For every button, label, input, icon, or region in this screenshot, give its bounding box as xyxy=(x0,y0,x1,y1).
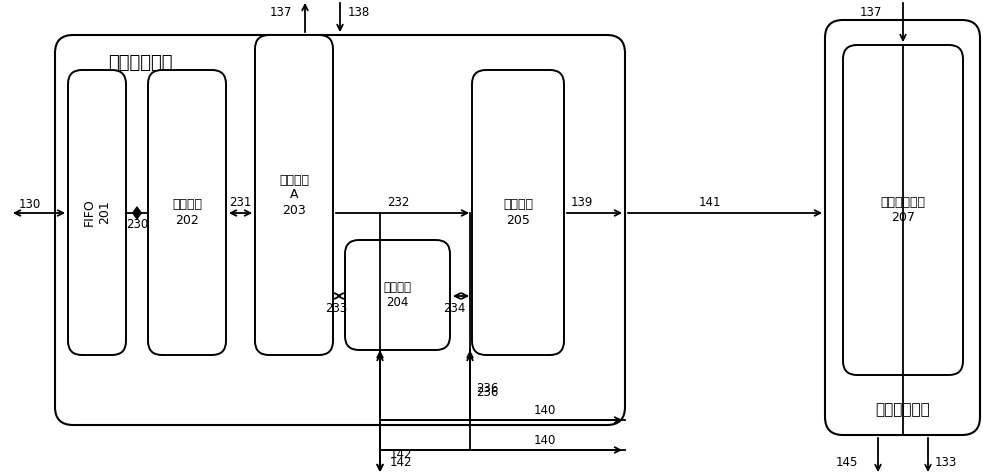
Text: 130: 130 xyxy=(19,198,41,210)
Text: 231: 231 xyxy=(229,197,251,209)
FancyBboxPatch shape xyxy=(345,240,450,350)
Text: 138: 138 xyxy=(348,6,370,19)
FancyBboxPatch shape xyxy=(825,20,980,435)
FancyBboxPatch shape xyxy=(843,45,963,375)
Text: 140: 140 xyxy=(534,403,556,417)
Text: 137: 137 xyxy=(270,6,292,19)
Text: 图像管线后段: 图像管线后段 xyxy=(875,402,930,418)
Text: 233: 233 xyxy=(325,302,347,314)
Text: 格式转换
A
203: 格式转换 A 203 xyxy=(279,173,309,217)
FancyBboxPatch shape xyxy=(68,70,126,355)
Text: 存储操作
202: 存储操作 202 xyxy=(172,199,202,227)
Text: 133: 133 xyxy=(935,456,957,468)
FancyBboxPatch shape xyxy=(472,70,564,355)
FancyBboxPatch shape xyxy=(148,70,226,355)
FancyBboxPatch shape xyxy=(55,35,625,425)
Polygon shape xyxy=(133,207,141,219)
Text: 236: 236 xyxy=(476,381,498,395)
Text: 137: 137 xyxy=(860,6,882,19)
Text: 139: 139 xyxy=(571,197,593,209)
Text: 读写控制
204: 读写控制 204 xyxy=(384,281,412,309)
Text: 145: 145 xyxy=(836,456,858,468)
Text: 236: 236 xyxy=(476,386,498,399)
Text: 141: 141 xyxy=(699,197,721,209)
Text: 142: 142 xyxy=(390,448,413,462)
Text: 传输映射
205: 传输映射 205 xyxy=(503,199,533,227)
Text: 142: 142 xyxy=(390,456,413,468)
Text: 234: 234 xyxy=(443,302,465,314)
Text: 像素缩放翻转
207: 像素缩放翻转 207 xyxy=(881,196,926,224)
Text: FIFO
201: FIFO 201 xyxy=(83,199,111,227)
Text: 232: 232 xyxy=(387,197,409,209)
FancyBboxPatch shape xyxy=(255,35,333,355)
Text: 图像管线前段: 图像管线前段 xyxy=(108,54,172,72)
Text: 230: 230 xyxy=(126,218,148,230)
Text: 140: 140 xyxy=(534,434,556,446)
